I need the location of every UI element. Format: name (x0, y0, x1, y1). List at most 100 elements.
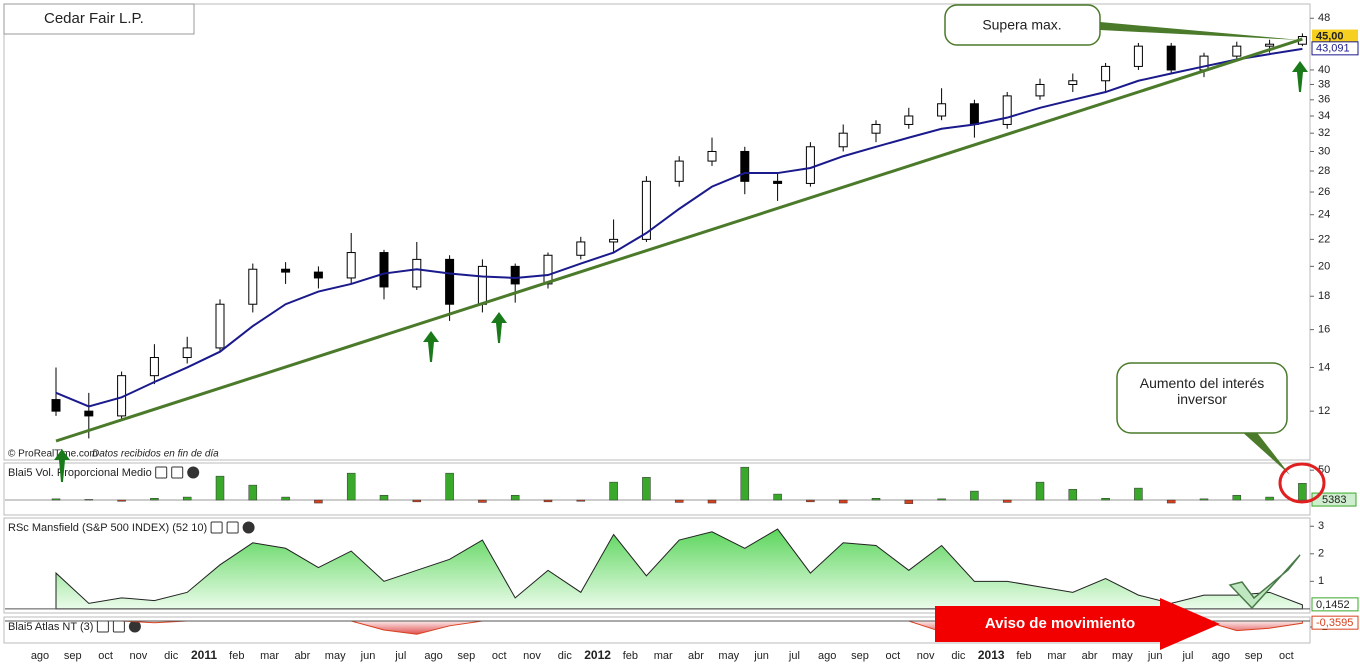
bar (838, 499, 848, 504)
x-tick-label: mar (260, 650, 279, 662)
bar (84, 499, 94, 501)
bar (248, 484, 258, 501)
candle-body (937, 103, 947, 117)
bar (445, 472, 454, 501)
y-tick-label: 30 (1318, 145, 1330, 157)
bar (346, 472, 356, 501)
x-tick-label: may (325, 650, 346, 662)
x-tick-label: mar (1047, 650, 1066, 662)
candle-body (871, 123, 881, 134)
panel-label: Blai5 Vol. Proporcional Medio (8, 467, 152, 479)
y-tick-label: 28 (1318, 165, 1330, 177)
bar (1166, 499, 1176, 504)
arrows (54, 61, 1308, 482)
bar (412, 499, 422, 503)
y-tick-label: 48 (1318, 12, 1330, 24)
bar (674, 499, 684, 503)
bar (707, 499, 717, 504)
x-tick-label: ago (818, 650, 836, 662)
bar (1002, 499, 1012, 503)
bar (1068, 489, 1078, 501)
y-tick-label: 14 (1318, 361, 1330, 373)
candle-body (477, 265, 487, 305)
bar (314, 499, 323, 504)
candle-body (313, 271, 323, 279)
chart-title: Cedar Fair L.P. (44, 10, 144, 27)
y-tick-label: 36 (1318, 94, 1330, 106)
bar (1134, 487, 1143, 501)
highlight-circle (1278, 462, 1326, 504)
x-tick-label: jul (394, 650, 406, 662)
y-tick-label: 32 (1318, 127, 1330, 139)
candle-body (838, 132, 848, 148)
candle-body (248, 268, 258, 305)
candle-body (281, 268, 291, 273)
x-tick-label: may (718, 650, 739, 662)
bar (773, 493, 782, 501)
source-note: Datos recibidos en fin de día (92, 449, 219, 460)
panel-label-bg (5, 465, 201, 480)
candle-body (84, 410, 94, 417)
y-tick-label: 24 (1318, 209, 1330, 221)
y-tick-label: 26 (1318, 186, 1330, 198)
candle-body (182, 347, 192, 359)
bar (1265, 496, 1274, 501)
candle-body (1133, 45, 1143, 67)
x-tick-label: feb (1016, 650, 1031, 662)
arrow (491, 312, 507, 343)
candle-body (1232, 45, 1242, 57)
y-tick-label: 20 (1318, 260, 1330, 272)
panel-header: Blai5 Atlas NT (3) (5, 619, 143, 634)
callout (1116, 362, 1288, 434)
x-tick-label: jul (1181, 650, 1193, 662)
price-panel (3, 3, 1311, 461)
checkmark (1228, 554, 1301, 610)
panel-label: RSc Mansfield (S&P 500 INDEX) (52 10) (8, 522, 207, 534)
x-tick-label: feb (229, 650, 244, 662)
x-tick-label: jun (1147, 650, 1163, 662)
bar (1298, 483, 1307, 501)
x-tick-label: mar (654, 650, 673, 662)
x-tick-label: nov (130, 650, 148, 662)
candle-body (346, 252, 356, 279)
bar (937, 498, 946, 501)
candle-body (609, 238, 619, 243)
panel-icon (210, 521, 223, 534)
panel-icon (128, 620, 141, 633)
source: © ProRealTime.com (8, 449, 98, 460)
bar (970, 490, 979, 501)
annotation-wrap: Aumento del interés inversor (1140, 375, 1265, 407)
bar (1232, 495, 1242, 501)
x-tick-label: 2011 (191, 648, 217, 662)
x-tick-label: jul (788, 650, 800, 662)
x-tick-label: 2013 (978, 648, 1005, 662)
bar (379, 495, 389, 501)
x-tick-label: dic (951, 650, 966, 662)
bar (609, 481, 618, 501)
y-tick-label: 1 (1318, 575, 1324, 587)
candle-body (773, 180, 783, 184)
x-tick-label: ago (424, 650, 442, 662)
x-tick-label: dic (558, 650, 573, 662)
x-tick-label: dic (164, 650, 179, 662)
bar (117, 499, 126, 502)
last-value-label: -0,3595 (1316, 617, 1353, 629)
candle-body (412, 258, 422, 288)
candle-body (543, 254, 553, 285)
candle-body (445, 258, 455, 305)
last-ma-bg (1311, 41, 1359, 56)
x-tick-label: sep (64, 650, 82, 662)
candle-body (740, 150, 750, 182)
bar (182, 496, 192, 501)
candle-body (707, 150, 717, 162)
candle-body (1002, 95, 1012, 125)
candle-body (510, 265, 520, 285)
bar (1199, 498, 1209, 501)
x-tick-label: sep (458, 650, 476, 662)
bar (576, 499, 586, 502)
last-price-bg (1312, 29, 1358, 43)
last-ma-label: 43,091 (1316, 43, 1350, 55)
candle-body (1101, 65, 1111, 82)
last-value-bg (1311, 597, 1359, 612)
